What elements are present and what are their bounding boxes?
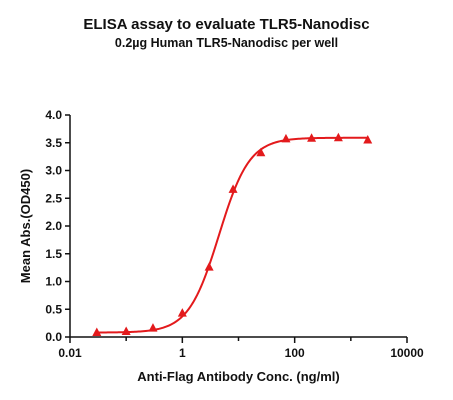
y-tick-label: 0.0 xyxy=(45,330,62,344)
y-tick-label: 1.0 xyxy=(45,275,62,289)
data-point-triangle xyxy=(307,133,317,142)
x-tick-label: 1 xyxy=(179,346,186,360)
data-point-triangle xyxy=(204,262,214,271)
x-tick-label: 0.01 xyxy=(58,346,82,360)
y-axis-label: Mean Abs.(OD450) xyxy=(18,169,33,283)
data-point-triangle xyxy=(148,323,158,332)
y-tick-label: 1.5 xyxy=(45,247,62,261)
axes xyxy=(69,115,407,338)
data-point-triangle xyxy=(228,184,238,193)
data-point-triangle xyxy=(363,134,373,144)
chart-subtitle: 0.2µg Human TLR5-Nanodisc per well xyxy=(114,36,339,50)
x-tick-label: 10000 xyxy=(390,346,424,360)
y-tick-label: 2.5 xyxy=(45,191,62,205)
x-axis-label: Anti-Flag Antibody Conc. (ng/ml) xyxy=(137,369,339,384)
y-tick-label: 3.5 xyxy=(45,136,62,150)
data-point-triangle xyxy=(177,308,187,317)
data-point-triangle xyxy=(256,147,266,157)
chart-title: ELISA assay to evaluate TLR5-Nanodisc xyxy=(83,16,370,33)
y-tick-label: 4.0 xyxy=(45,108,62,122)
y-tick-label: 2.0 xyxy=(45,219,62,233)
data-point-triangle xyxy=(92,327,102,337)
y-tick-label: 0.5 xyxy=(45,302,62,316)
x-ticks: 0.01 1 100 10000 xyxy=(58,337,424,360)
x-tick-label: 100 xyxy=(285,346,305,360)
y-tick-label: 3.0 xyxy=(45,164,62,178)
data-point-triangle xyxy=(333,132,343,142)
fit-curve xyxy=(96,136,368,334)
data-point-triangle xyxy=(121,326,131,335)
data-points xyxy=(92,132,373,337)
y-ticks: 0.0 0.5 1.0 1.5 2.0 2.5 3.0 3.5 4.0 xyxy=(45,108,70,344)
data-point-triangle xyxy=(281,133,291,143)
